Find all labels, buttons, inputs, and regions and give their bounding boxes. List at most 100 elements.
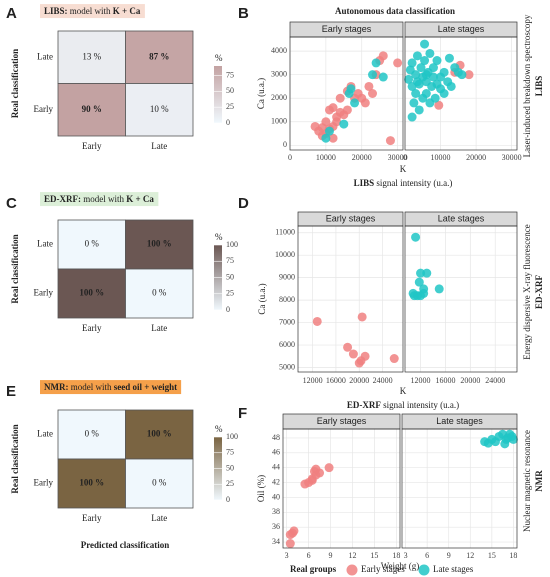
side-label: Laser-induced breakdown spectroscopy: [522, 14, 532, 157]
plot-border: [289, 36, 404, 151]
panel-letter: C: [6, 195, 17, 212]
x-tick-label: 15: [488, 551, 496, 560]
plot-border: [401, 428, 518, 549]
panel-letter: F: [238, 405, 247, 422]
x-tick-label: 0: [403, 153, 407, 162]
x-tick-label: 6: [425, 551, 429, 560]
heatmap-cell: [57, 219, 126, 270]
point: [321, 117, 331, 127]
x-tick-label: Early: [82, 141, 102, 151]
y-axis-label: Ca (u.a.): [256, 78, 266, 109]
panel-title-part: LIBS:: [44, 6, 68, 16]
side-label: NMR: [534, 470, 544, 492]
y-tick-label: Early: [34, 478, 54, 488]
colorbar-tick-label: 25: [226, 479, 234, 488]
x-tick-label: Late: [151, 323, 167, 333]
y-tick-label: 9000: [279, 272, 295, 281]
x-tick-label: 24000: [373, 376, 393, 385]
point: [407, 112, 417, 122]
cell-label: 100 %: [79, 288, 104, 298]
heatmap-cell: [125, 268, 194, 319]
point: [312, 316, 322, 326]
legend-label: Early stages: [361, 564, 405, 574]
x-axis-caption: Predicted classification: [81, 540, 170, 550]
panel-letter: E: [6, 383, 16, 400]
x-tick-label: 10000: [431, 153, 451, 162]
panel-title-part: model with: [81, 194, 126, 204]
panel-title-part: seed oil + weight: [114, 382, 177, 392]
y-axis-label: Real classification: [10, 234, 20, 303]
x-tick-label: 16000: [435, 376, 455, 385]
point: [335, 93, 345, 103]
colorbar-tick-label: 100: [226, 432, 238, 441]
point: [332, 117, 342, 127]
point: [422, 268, 432, 278]
point: [500, 439, 510, 449]
point: [421, 70, 431, 80]
point: [321, 133, 331, 143]
colorbar-tick-label: 75: [226, 256, 234, 265]
x-axis-label: K: [400, 386, 407, 396]
point: [411, 89, 421, 98]
x-tick-label: 30000: [502, 153, 522, 162]
legend-swatch: [346, 564, 358, 576]
y-tick-label: 7000: [279, 317, 295, 326]
point: [416, 268, 426, 278]
point: [419, 284, 429, 294]
panel-letter: A: [6, 5, 17, 22]
y-tick-label: 34: [272, 537, 280, 546]
colorbar-tick-label: 0: [226, 495, 230, 504]
cell-label: 0 %: [85, 239, 100, 249]
x-axis-label: K: [400, 164, 407, 174]
plot-border: [297, 225, 404, 373]
x-tick-label: 3: [285, 551, 289, 560]
x-tick-label: Late: [151, 513, 167, 523]
point: [446, 81, 456, 91]
point: [343, 342, 353, 352]
panel-letter: B: [238, 5, 249, 22]
point: [434, 284, 444, 294]
x-axis-caption-part: LIBS: [354, 178, 375, 188]
y-axis-label: Oil (%): [256, 475, 266, 502]
cell-label: 0 %: [85, 429, 100, 439]
colorbar-tick-label: 100: [226, 240, 238, 249]
point: [285, 530, 295, 540]
point: [389, 354, 399, 364]
x-tick-label: 24000: [485, 376, 505, 385]
point: [409, 291, 419, 301]
point: [368, 70, 378, 80]
y-axis-label: Real classification: [10, 424, 20, 493]
colorbar-tick-label: 75: [226, 70, 234, 79]
colorbar-title: %: [215, 424, 223, 434]
colorbar-title: %: [215, 232, 223, 242]
y-tick-label: 11000: [275, 228, 295, 237]
title-box: [40, 4, 145, 19]
facet-title: Early stages: [326, 213, 376, 223]
point: [412, 77, 422, 87]
point: [507, 431, 517, 441]
facet-title: Early stages: [317, 416, 367, 426]
colorbar-tick-label: 0: [226, 118, 230, 127]
point: [357, 312, 367, 322]
colorbar: [214, 66, 222, 123]
x-tick-label: 20000: [352, 153, 372, 162]
point: [364, 81, 374, 91]
y-tick-label: 5000: [279, 362, 295, 371]
panel-title-part: K + Ca: [113, 6, 141, 16]
heatmap-cell: [125, 409, 194, 460]
cell-label: 90 %: [82, 104, 102, 114]
side-label: ED-XRF: [534, 275, 544, 309]
x-axis-caption-part: signal intensity (u.a.): [381, 400, 459, 410]
point: [432, 56, 442, 66]
colorbar-tick-label: 25: [226, 102, 234, 111]
heatmap-cell: [125, 458, 194, 509]
x-tick-label: 12000: [303, 376, 323, 385]
side-label: LIBS: [534, 76, 544, 97]
facet-title: Early stages: [322, 24, 372, 34]
plot-border: [282, 428, 401, 549]
x-tick-label: Early: [82, 323, 102, 333]
panel-title-part: NMR:: [44, 382, 69, 392]
cell-label: 0 %: [152, 288, 167, 298]
title-box: [40, 192, 159, 207]
y-tick-label: 6000: [279, 340, 295, 349]
